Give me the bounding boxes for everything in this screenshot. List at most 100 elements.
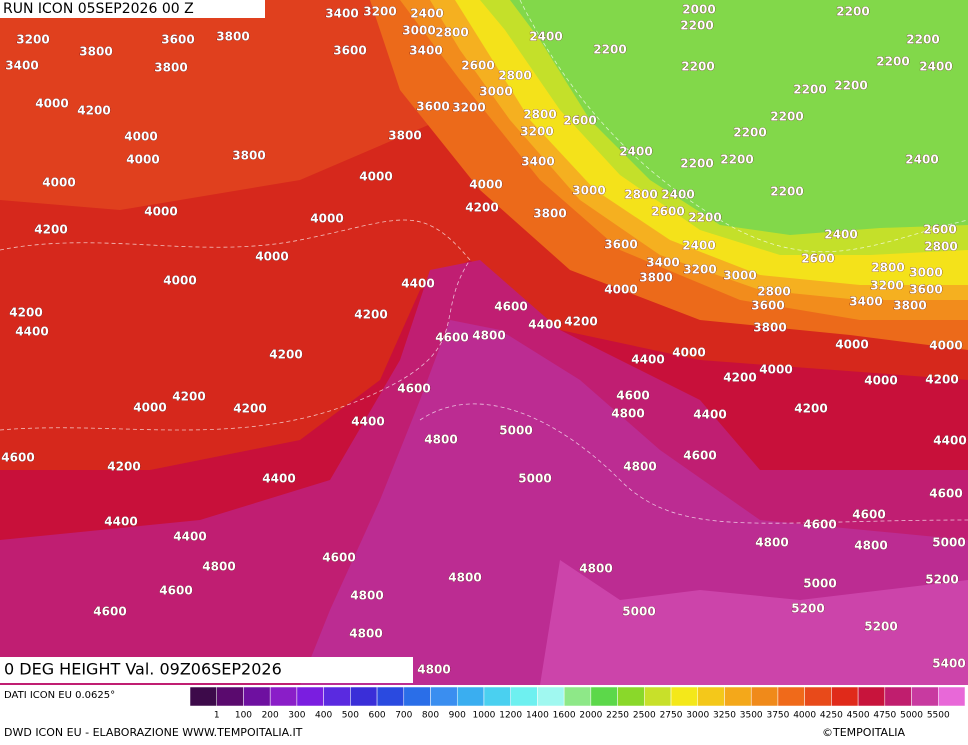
contour-label: 3000: [723, 269, 756, 283]
contour-label: 4000: [42, 176, 75, 190]
contour-label: 4000: [163, 274, 196, 288]
contour-label: 3000: [572, 184, 605, 198]
contour-label: 3400: [646, 256, 679, 270]
contour-label: 4000: [255, 250, 288, 264]
contour-label: 4600: [616, 389, 649, 403]
copyright: ©TEMPOITALIA: [822, 726, 905, 739]
contour-label: 4000: [672, 346, 705, 360]
contour-label: 3800: [639, 271, 672, 285]
contour-label: 2800: [624, 188, 657, 202]
contour-label: 4600: [494, 300, 527, 314]
contour-label: 4400: [401, 277, 434, 291]
legend-level: 700: [395, 711, 412, 721]
contour-label: 4600: [397, 382, 430, 396]
legend-level: 1600: [553, 711, 576, 721]
contour-label: 4000: [126, 153, 159, 167]
contour-label: 4200: [723, 371, 756, 385]
legend-swatch: [697, 686, 725, 707]
contour-label: 4000: [359, 170, 392, 184]
contour-label: 2800: [924, 240, 957, 254]
contour-label: 4600: [683, 449, 716, 463]
contour-label: 4600: [929, 487, 962, 501]
legend-swatch: [750, 686, 779, 707]
contour-label: 2400: [682, 239, 715, 253]
contour-label: 4000: [759, 363, 792, 377]
legend-level: 400: [315, 711, 332, 721]
contour-label: 2800: [435, 26, 468, 40]
contour-label: 4600: [93, 605, 126, 619]
legend-level: 4250: [820, 711, 843, 721]
contour-label: 5000: [518, 472, 551, 486]
contour-label: 5000: [622, 605, 655, 619]
contour-label: 3200: [683, 263, 716, 277]
contour-label: 4600: [159, 584, 192, 598]
contour-label: 4400: [351, 415, 384, 429]
contour-label: 4400: [262, 472, 295, 486]
contour-label: 2000: [682, 3, 715, 17]
contour-label: 3400: [5, 59, 38, 73]
legend-swatch: [724, 686, 752, 707]
map-title: 0 DEG HEIGHT Val. 09Z06SEP2026: [4, 660, 282, 679]
contour-label: 4600: [852, 508, 885, 522]
contour-label: 2600: [461, 59, 494, 73]
legend-level: 2000: [579, 711, 602, 721]
contour-label: 2800: [757, 285, 790, 299]
contour-label: 2200: [680, 157, 713, 171]
contour-label: 4200: [107, 460, 140, 474]
contour-label: 4200: [9, 306, 42, 320]
contour-label: 3600: [751, 299, 784, 313]
contour-lines: [0, 0, 968, 524]
legend-level: 4750: [873, 711, 896, 721]
contour-label: 4400: [631, 353, 664, 367]
contour-label: 4400: [693, 408, 726, 422]
contour-label: 2200: [681, 60, 714, 74]
legend-swatch: [456, 686, 485, 707]
legend-level: 2500: [633, 711, 656, 721]
legend-swatch: [617, 686, 645, 707]
legend-level: 1000: [473, 711, 496, 721]
contour-label: 4000: [133, 401, 166, 415]
map-background: [0, 0, 968, 685]
contour-label: 3200: [870, 279, 903, 293]
contour-label: 2200: [836, 5, 869, 19]
contour-label: 3800: [388, 129, 421, 143]
legend-level: 5500: [927, 711, 950, 721]
legend-level: 1: [214, 711, 220, 721]
legend-swatch: [510, 686, 538, 707]
contour-label: 4400: [104, 515, 137, 529]
legend-swatch: [537, 686, 565, 707]
contour-label: 4600: [322, 551, 355, 565]
contour-label: 4600: [1, 451, 34, 465]
contour-label: 2200: [906, 33, 939, 47]
legend-level: 300: [288, 711, 305, 721]
contour-label: 3800: [533, 207, 566, 221]
contour-label: 4000: [144, 205, 177, 219]
legend-level: 4000: [793, 711, 816, 721]
legend-swatch: [403, 686, 431, 707]
contour-label: 4400: [173, 530, 206, 544]
legend-swatch: [831, 686, 859, 707]
legend-swatch: [269, 686, 298, 707]
contour-label: 2600: [801, 252, 834, 266]
run-label: RUN ICON 05SEP2026 00 Z: [3, 1, 194, 17]
contour-label: 3000: [909, 266, 942, 280]
legend-swatch: [216, 686, 244, 707]
contour-label: 2200: [680, 19, 713, 33]
header-box: [0, 0, 265, 18]
contour-label: 2200: [593, 43, 626, 57]
legend-level: 3750: [766, 711, 789, 721]
contour-label: 2800: [523, 108, 556, 122]
contour-label: 3200: [520, 125, 553, 139]
contour-label: 4400: [933, 434, 966, 448]
contour-label: 3800: [232, 149, 265, 163]
legend-swatch: [483, 686, 511, 707]
legend-swatch: [350, 686, 378, 707]
legend-swatch: [911, 686, 939, 707]
contour-label: 4200: [34, 223, 67, 237]
contour-label: 4400: [528, 318, 561, 332]
contour-label: 4800: [349, 627, 382, 641]
contour-label: 4000: [469, 178, 502, 192]
contour-label: 4400: [15, 325, 48, 339]
legend-level: 3500: [740, 711, 763, 721]
